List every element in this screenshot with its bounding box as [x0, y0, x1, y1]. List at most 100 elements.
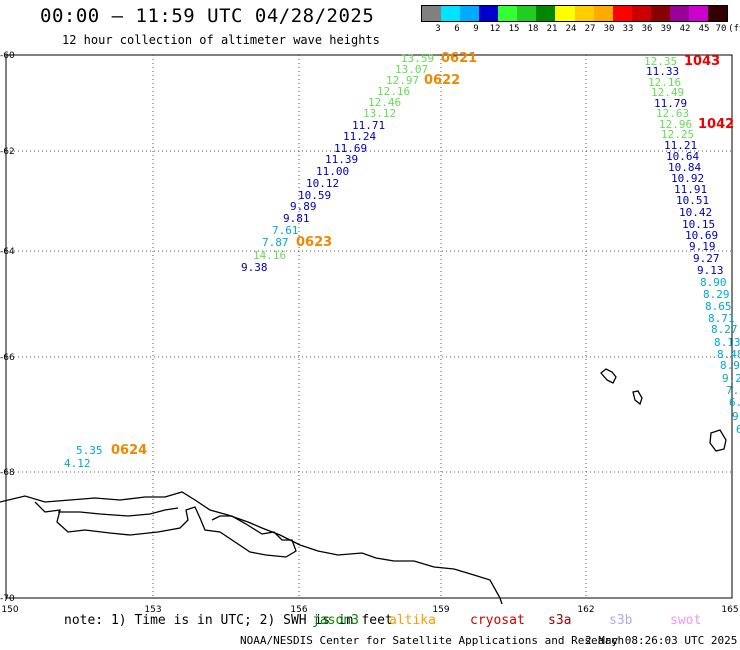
track-b-value: 9.27 [693, 252, 720, 265]
legend-swatch [631, 6, 651, 21]
legend-swatch [517, 6, 537, 21]
track-a-value: 10.59 [298, 189, 331, 202]
track-a-value: 12.46 [368, 96, 401, 109]
legend-swatch [593, 6, 613, 21]
legend-swatch [650, 6, 670, 21]
legend-label: 30 [603, 24, 615, 34]
legend-swatch [574, 6, 594, 21]
track-b-value: 7.9 [726, 384, 740, 397]
legend-label: 39 [660, 24, 672, 34]
track-b-value: 8.48 [717, 348, 740, 361]
track-b-value: 8.65 [705, 300, 732, 313]
footnote: note: 1) Time is in UTC; 2) SWH is in fe… [64, 613, 393, 628]
track-b-value: 8.13 [714, 336, 740, 349]
track-a-value: 11.71 [352, 119, 385, 132]
track-a-value: 11.00 [316, 165, 349, 178]
longitude-label: 156 [290, 605, 307, 612]
pass-label-1042: 1042 [698, 117, 734, 132]
legend-label: 21 [546, 24, 558, 34]
track-b-value: 9.19 [689, 240, 716, 253]
legend-label: 12 [489, 24, 501, 34]
track-a-value: 9.81 [283, 212, 310, 225]
pass-label-0623: 0623 [296, 235, 332, 250]
latitude-label: -68 [0, 468, 15, 478]
legend-swatch [555, 6, 575, 21]
mission-s3a: s3a [548, 613, 572, 628]
legend-swatch [669, 6, 689, 21]
track-b-value: 6. [729, 396, 740, 409]
ice-shelf-inlet-path [58, 507, 179, 517]
legend-label: 27 [584, 24, 596, 34]
legend-label: 45 [698, 24, 710, 34]
legend-swatch [479, 6, 499, 21]
legend-swatch [612, 6, 632, 21]
track-a-value: 9.38 [241, 261, 268, 274]
mission-cryosat: cryosat [470, 613, 525, 628]
track-a-value: 12.16 [377, 85, 410, 98]
track-a-value: 11.24 [343, 130, 376, 143]
track-a-value: 13.12 [363, 107, 396, 120]
legend-swatch [422, 6, 442, 21]
track-b-value: 12.25 [661, 128, 694, 141]
mission-jason3: jason3 [312, 613, 359, 628]
antarctic-coastline [0, 368, 727, 605]
longitude-label: 153 [144, 605, 161, 612]
track-a-value: 9.89 [290, 200, 317, 213]
track-a-value: 7.87 [262, 236, 289, 249]
track-b-value: 11.79 [654, 97, 687, 110]
legend-swatch [441, 6, 461, 21]
pass-label-0624: 0624 [111, 443, 147, 458]
track-a-value: 13.59 [401, 52, 434, 65]
longitude-label: 162 [577, 605, 594, 612]
track-c-value: 4.12 [64, 457, 91, 470]
legend-swatch [536, 6, 556, 21]
pass-label-1043: 1043 [684, 54, 720, 69]
track-a-value: 14.16 [253, 249, 286, 262]
legend-label: 3 [435, 24, 441, 34]
track-a-value: 7.61 [272, 224, 299, 237]
legend-label: 70 [715, 24, 727, 34]
mission-altika: altika [389, 613, 436, 628]
track-b-value: 11.21 [664, 139, 697, 152]
legend-label: 15 [508, 24, 520, 34]
track-c-value: 5.35 [76, 444, 103, 457]
track-b-value: 10.69 [685, 229, 718, 242]
legend-swatch [707, 6, 727, 21]
track-b-value: 8.71 [708, 312, 735, 325]
legend-label: (ft) [728, 24, 740, 34]
pass-label-0622: 0622 [424, 73, 460, 88]
track-a-value: 13.07 [395, 63, 428, 76]
page-title: 00:00 — 11:59 UTC 04/28/2025 [40, 5, 375, 27]
latitude-label: -70 [0, 594, 15, 604]
track-b-value: 12.49 [651, 86, 684, 99]
longitude-label: 159 [432, 605, 449, 612]
ice-shelf-path [34, 501, 297, 558]
track-a-value: 11.69 [334, 142, 367, 155]
track-b-value: 10.92 [671, 172, 704, 185]
generation-timestamp: 2 May 08:26:03 UTC 2025 [585, 634, 738, 647]
legend-label: 42 [679, 24, 691, 34]
page-subtitle: 12 hour collection of altimeter wave hei… [62, 33, 380, 47]
track-a-value: 12.97 [386, 74, 419, 87]
credit-line: NOAA/NESDIS Center for Satellite Applica… [240, 634, 625, 647]
track-b-value: 8.93 [720, 359, 740, 372]
track-b-value: 11.91 [674, 183, 707, 196]
legend-label: 33 [622, 24, 634, 34]
track-b-value: 11.33 [646, 65, 679, 78]
track-b-value: 12.63 [656, 107, 689, 120]
legend-label: 36 [641, 24, 653, 34]
track-b-value: 10.84 [668, 161, 701, 174]
island-3 [709, 429, 727, 452]
track-b-value: 8.90 [700, 276, 727, 289]
legend-swatch [688, 6, 708, 21]
track-b-value: 8.27 [711, 323, 738, 336]
mission-s3b: s3b [609, 613, 633, 628]
track-b-value: 6 [736, 423, 740, 436]
track-labels: 13.5913.0712.9712.1612.4613.1211.7111.24… [64, 51, 740, 470]
longitude-label: 165 [721, 605, 738, 612]
legend-label: 9 [473, 24, 479, 34]
latitude-label: -66 [0, 353, 15, 363]
